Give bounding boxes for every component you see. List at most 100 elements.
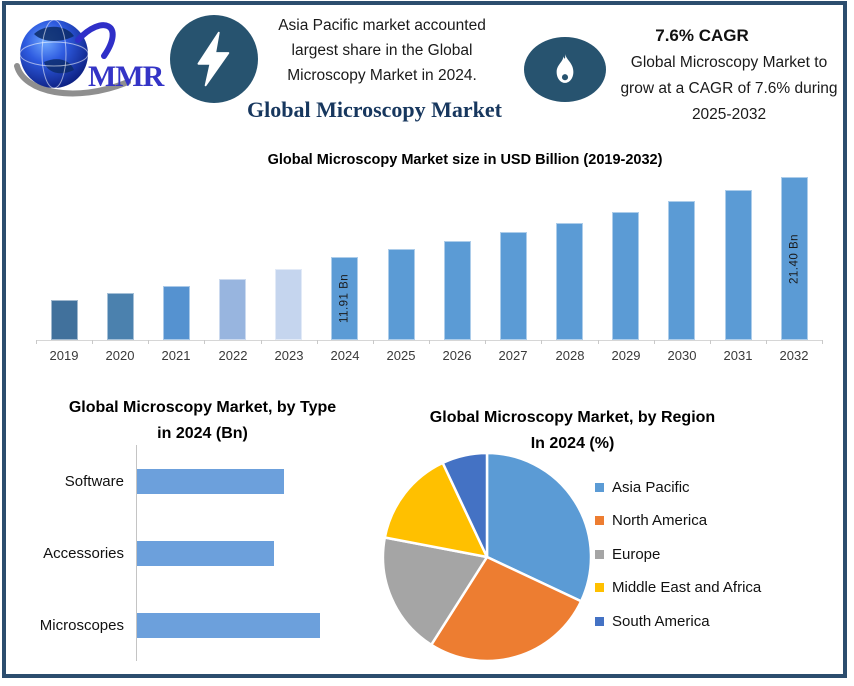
type-chart-title: Global Microscopy Market, by Type in 202…	[20, 395, 385, 447]
outer-frame	[2, 1, 847, 678]
pie-slice-europe	[381, 536, 489, 647]
market-size-chart-title: Global Microscopy Market size in USD Bil…	[267, 152, 663, 168]
year-label-2022: 2022	[218, 348, 248, 363]
pie-slice-middle-east-and-africa	[383, 461, 489, 559]
axis-tick	[485, 340, 486, 344]
header-highlight-line: Asia Pacific market accounted	[278, 17, 486, 34]
pie-slice-asia-pacific	[485, 451, 593, 603]
year-label-2029: 2029	[611, 348, 641, 363]
bar-2025	[388, 249, 415, 340]
cagr-body-line: grow at a CAGR of 7.6% during	[620, 80, 838, 97]
legend-item-asia-pacific: Asia Pacific	[595, 476, 690, 498]
bar-2019	[51, 300, 78, 340]
axis-tick	[541, 340, 542, 344]
year-label-2025: 2025	[386, 348, 416, 363]
legend-label-asia-pacific: Asia Pacific	[612, 478, 690, 496]
header-highlight-line: largest share in the Global	[291, 42, 473, 59]
legend-swatch-asia-pacific	[595, 482, 604, 492]
legend-swatch-middle-east-and-africa	[595, 582, 604, 592]
axis-tick	[710, 340, 711, 344]
legend-swatch-north-america	[595, 515, 604, 525]
legend-item-middle-east-and-africa: Middle East and Africa	[595, 576, 761, 598]
year-label-2024: 2024	[330, 348, 360, 363]
bar-2023	[275, 269, 302, 340]
globe-continent	[34, 26, 74, 41]
bar-2030	[668, 201, 695, 340]
bar-2026	[444, 241, 471, 340]
legend-item-europe: Europe	[595, 543, 660, 565]
axis-tick	[204, 340, 205, 344]
year-label-2027: 2027	[498, 348, 528, 363]
lightning-bolt-glyph	[197, 31, 230, 87]
pie-slice-north-america	[430, 555, 583, 663]
bar-value-label-2032: 21.40 Bn	[788, 233, 801, 284]
year-label-2019: 2019	[49, 348, 79, 363]
axis-tick	[598, 340, 599, 344]
axis-tick	[92, 340, 93, 344]
type-label-accessories: Accessories	[43, 545, 124, 562]
axis-tick	[148, 340, 149, 344]
bar-2021	[163, 286, 190, 340]
year-label-2021: 2021	[161, 348, 191, 363]
header-highlight-line: Microscopy Market in 2024.	[287, 67, 477, 84]
year-label-2028: 2028	[555, 348, 585, 363]
region-pie	[381, 451, 593, 663]
type-label-software: Software	[64, 473, 124, 490]
bar-2022	[219, 279, 246, 340]
type-axis	[136, 445, 137, 661]
legend-label-middle-east-and-africa: Middle East and Africa	[612, 578, 762, 596]
legend-swatch-europe	[595, 549, 604, 559]
bar-2032	[781, 177, 808, 340]
bar-2028	[556, 223, 583, 340]
cagr-body-line: Global Microscopy Market to	[630, 54, 828, 71]
region-chart-title-line: In 2024 (%)	[530, 435, 615, 452]
globe-gridline	[41, 19, 67, 89]
axis-tick	[766, 340, 767, 344]
axis-tick	[373, 340, 374, 344]
flame-glyph	[556, 53, 574, 83]
region-chart-title-line: Global Microscopy Market, by Region	[429, 409, 716, 426]
header-highlight: Asia Pacific market accounted largest sh…	[254, 13, 510, 88]
bar-2020	[107, 293, 134, 340]
legend-label-south-america: South America	[612, 612, 710, 630]
year-label-2020: 2020	[105, 348, 135, 363]
bar-2029	[612, 212, 639, 340]
cagr-headline: 7.6% CAGR	[655, 26, 749, 45]
type-bar-microscopes	[137, 613, 320, 638]
legend-item-north-america: North America	[595, 509, 707, 531]
bar-2031	[725, 190, 752, 340]
year-label-2031: 2031	[723, 348, 753, 363]
axis-tick	[654, 340, 655, 344]
type-label-microscopes: Microscopes	[39, 617, 124, 634]
axis-tick	[317, 340, 318, 344]
type-chart-title-line: in 2024 (Bn)	[157, 425, 248, 442]
cagr-body: Global Microscopy Market to grow at a CA…	[606, 50, 852, 128]
year-label-2032: 2032	[779, 348, 809, 363]
type-bar-software	[137, 469, 284, 494]
year-label-2030: 2030	[667, 348, 697, 363]
legend-label-europe: Europe	[612, 545, 661, 563]
axis-tick	[36, 340, 37, 344]
logo-swoosh-blue	[75, 22, 116, 59]
axis-tick	[261, 340, 262, 344]
legend-item-south-america: South America	[595, 610, 710, 632]
axis-tick	[822, 340, 823, 344]
page-title: Global Microscopy Market	[247, 97, 502, 122]
type-bar-accessories	[137, 541, 274, 566]
type-chart-title-line: Global Microscopy Market, by Type	[68, 399, 337, 416]
flame-icon	[524, 37, 606, 102]
mmr-logo-text: MMR	[88, 60, 165, 93]
bar-2024	[331, 257, 358, 340]
globe-gridline	[19, 41, 89, 67]
year-label-2026: 2026	[442, 348, 472, 363]
legend-label-north-america: North America	[612, 511, 708, 529]
region-chart-title: Global Microscopy Market, by Region In 2…	[400, 405, 745, 457]
axis-tick	[429, 340, 430, 344]
lightning-icon	[170, 15, 258, 103]
bar-value-label-2024: 11.91 Bn	[338, 273, 351, 324]
pie-slice-south-america	[441, 451, 489, 559]
legend-swatch-south-america	[595, 616, 604, 626]
bar-2027	[500, 232, 527, 340]
mmr-logo: MMR	[14, 19, 166, 97]
